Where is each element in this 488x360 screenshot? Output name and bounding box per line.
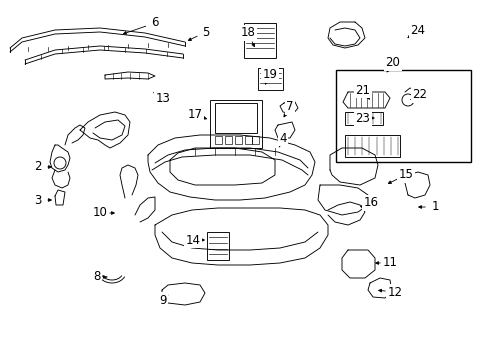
- Bar: [335, 70, 470, 162]
- Text: 9: 9: [159, 293, 166, 306]
- Bar: [209, 100, 262, 148]
- Text: 18: 18: [240, 27, 255, 40]
- Text: 6: 6: [151, 17, 159, 30]
- Text: 1: 1: [430, 201, 438, 213]
- Text: 21: 21: [355, 84, 370, 96]
- Bar: [345, 112, 382, 125]
- Text: 24: 24: [409, 23, 425, 36]
- Text: 23: 23: [355, 112, 370, 125]
- Text: 12: 12: [386, 285, 402, 298]
- Bar: [215, 103, 257, 133]
- Text: 19: 19: [262, 68, 277, 81]
- Text: 5: 5: [202, 26, 209, 39]
- Bar: [244, 23, 275, 58]
- Text: 17: 17: [187, 108, 202, 122]
- Bar: [258, 68, 283, 90]
- Bar: [244, 136, 251, 144]
- Text: 7: 7: [285, 100, 293, 113]
- Bar: [206, 232, 228, 260]
- Text: 22: 22: [412, 89, 427, 102]
- Bar: [224, 136, 231, 144]
- Text: 20: 20: [385, 57, 400, 69]
- Text: 13: 13: [155, 91, 170, 104]
- Text: 15: 15: [398, 168, 412, 181]
- Text: 2: 2: [34, 161, 41, 174]
- Bar: [251, 136, 259, 144]
- Bar: [235, 136, 242, 144]
- Text: 14: 14: [185, 234, 200, 247]
- Bar: [215, 136, 222, 144]
- Text: 8: 8: [93, 270, 101, 284]
- Bar: [345, 135, 399, 157]
- Text: 3: 3: [34, 194, 41, 207]
- Text: 4: 4: [279, 131, 286, 144]
- Text: 16: 16: [363, 197, 378, 210]
- Text: 11: 11: [382, 256, 397, 270]
- Text: 10: 10: [92, 207, 107, 220]
